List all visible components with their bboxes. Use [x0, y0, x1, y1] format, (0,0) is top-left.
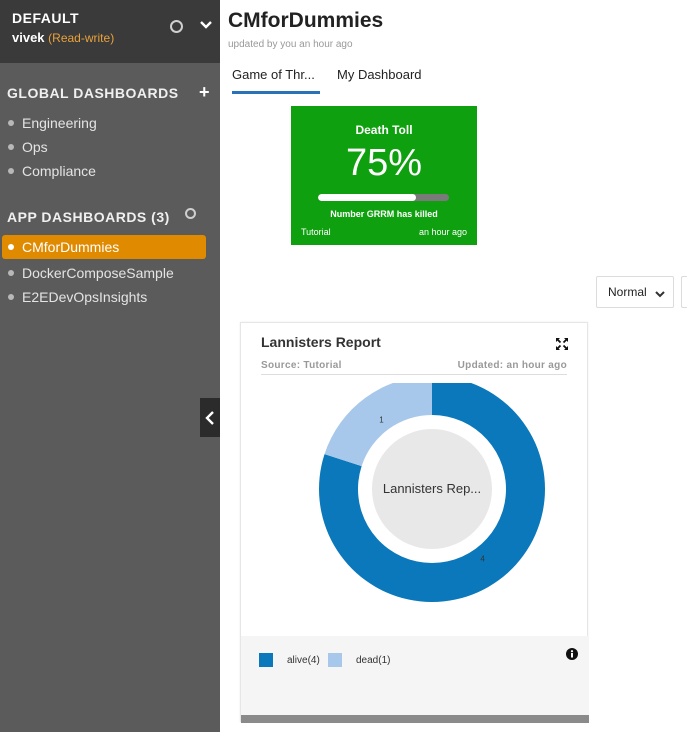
- sidebar-item-cmfordummies[interactable]: CMforDummies: [2, 235, 206, 259]
- global-dashboards-header: GLOBAL DASHBOARDS +: [0, 73, 220, 111]
- progress-bar: [318, 194, 449, 201]
- info-icon[interactable]: [566, 647, 578, 660]
- bullet-icon: [8, 168, 14, 174]
- page-title: CMforDummies: [228, 9, 384, 32]
- toolbar-button[interactable]: [681, 276, 687, 308]
- progress-fill: [318, 194, 417, 201]
- card-title: Lannisters Report: [261, 334, 381, 350]
- chevron-down-icon: [654, 278, 666, 308]
- circle-icon[interactable]: [170, 20, 183, 33]
- sidebar-item-label: CMforDummies: [22, 239, 120, 255]
- card-footer: [241, 715, 589, 723]
- lannisters-report-card: Lannisters Report Source: Tutorial Updat…: [240, 322, 589, 723]
- card-source: Source: Tutorial: [261, 360, 342, 371]
- card-updated: Updated: an hour ago: [457, 360, 567, 371]
- sidebar-item-engineering[interactable]: Engineering: [0, 111, 220, 135]
- data-label-alive: 4: [480, 555, 485, 564]
- donut-center-label: Lannisters Rep...: [383, 481, 481, 496]
- donut-center: [372, 429, 492, 549]
- user-line: vivek (Read-write): [12, 30, 208, 45]
- collapse-sidebar-button[interactable]: [200, 398, 220, 437]
- sidebar-item-label: Compliance: [22, 163, 96, 179]
- expand-icon[interactable]: [555, 337, 569, 351]
- sidebar-item-label: Engineering: [22, 115, 97, 131]
- bullet-icon: [8, 244, 14, 250]
- death-toll-tile[interactable]: Death Toll 75% Number GRRM has killed Tu…: [291, 106, 477, 245]
- legend-item-dead[interactable]: dead(1): [328, 653, 390, 667]
- sidebar-item-label: Ops: [22, 139, 48, 155]
- tab-game-of-thrones[interactable]: Game of Thr...: [232, 65, 320, 94]
- view-mode-select[interactable]: Normal: [596, 276, 674, 308]
- access-mode: (Read-write): [48, 31, 115, 45]
- data-label-dead: 1: [379, 415, 384, 424]
- bullet-icon: [8, 144, 14, 150]
- circle-icon[interactable]: [185, 208, 196, 219]
- app-dashboards-label: APP DASHBOARDS (3): [7, 209, 170, 225]
- bullet-icon: [8, 294, 14, 300]
- bullet-icon: [8, 270, 14, 276]
- sidebar: DEFAULT vivek (Read-write) GLOBAL DASHBO…: [0, 0, 220, 732]
- legend-swatch: [328, 653, 342, 667]
- legend-label: dead(1): [356, 654, 391, 666]
- chart-legend: alive(4) dead(1): [241, 636, 589, 716]
- tile-source: Tutorial: [301, 227, 331, 237]
- tab-my-dashboard[interactable]: My Dashboard: [337, 67, 422, 82]
- sidebar-item-compliance[interactable]: Compliance: [0, 159, 220, 183]
- chevron-left-icon: [205, 411, 214, 426]
- sidebar-item-label: E2EDevOpsInsights: [22, 289, 148, 305]
- sidebar-item-e2edevopsinsights[interactable]: E2EDevOpsInsights: [0, 285, 220, 309]
- tile-caption: Number GRRM has killed: [330, 209, 438, 219]
- sidebar-item-ops[interactable]: Ops: [0, 135, 220, 159]
- legend-swatch: [259, 653, 273, 667]
- tile-value: 75%: [345, 142, 423, 184]
- sidebar-item-label: DockerComposeSample: [22, 265, 174, 281]
- main-content: CMforDummies updated by you an hour ago …: [220, 0, 687, 732]
- sidebar-item-dockercomposesample[interactable]: DockerComposeSample: [0, 261, 220, 285]
- slice-alive[interactable]: [319, 383, 545, 602]
- slice-dead[interactable]: [324, 383, 432, 467]
- bullet-icon: [8, 120, 14, 126]
- plus-icon[interactable]: +: [199, 82, 211, 102]
- global-dashboards-label: GLOBAL DASHBOARDS: [7, 85, 179, 101]
- donut-chart: 4 1 Lannisters Rep...: [319, 383, 545, 602]
- chevron-down-icon[interactable]: [197, 16, 215, 34]
- workspace-header: DEFAULT vivek (Read-write): [0, 0, 220, 63]
- user-name: vivek: [12, 30, 45, 45]
- page-subtitle: updated by you an hour ago: [228, 39, 353, 50]
- tile-updated: an hour ago: [418, 227, 467, 237]
- app-dashboards-header: APP DASHBOARDS (3): [0, 197, 220, 235]
- divider: [261, 374, 567, 375]
- legend-label: alive(4): [287, 654, 320, 666]
- legend-item-alive[interactable]: alive(4): [259, 653, 320, 667]
- workspace-name: DEFAULT: [12, 10, 80, 26]
- tile-title: Death Toll: [355, 123, 413, 137]
- view-mode-value: Normal: [608, 285, 647, 299]
